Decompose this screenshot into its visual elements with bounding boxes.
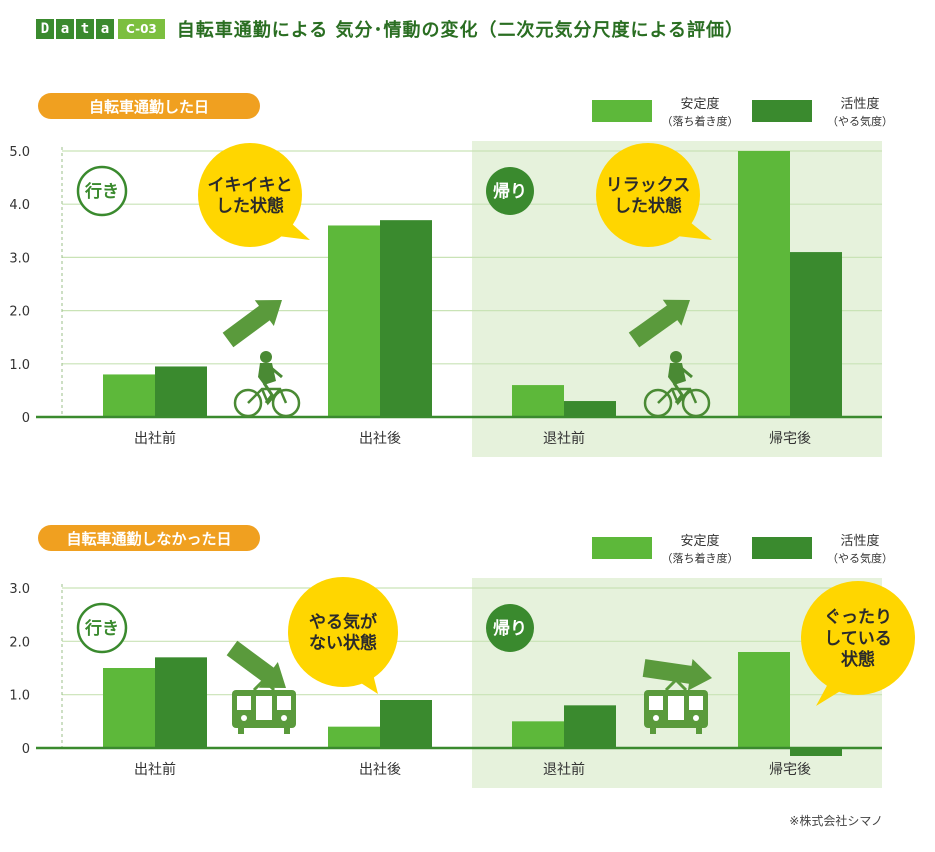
chart-title: 自転車通勤した日 xyxy=(89,98,209,116)
data-code: C-03 xyxy=(118,19,165,39)
go-badge xyxy=(76,602,128,654)
data-letter: D xyxy=(36,19,54,39)
x-tick-label: 退社前 xyxy=(543,430,585,447)
bar-安定度-出社後 xyxy=(328,726,380,748)
y-tick-label: 1.0 xyxy=(9,358,30,373)
chart-title: 自転車通勤しなかった日 xyxy=(66,530,231,548)
trend-arrow xyxy=(642,658,712,691)
speech-bubble xyxy=(596,143,700,247)
y-tick-label: 3.0 xyxy=(9,582,30,597)
bar-安定度-帰宅後 xyxy=(738,652,790,748)
bar-活性度-退社前 xyxy=(564,705,616,748)
x-tick-label: 退社前 xyxy=(543,761,585,778)
x-tick-label: 出社後 xyxy=(359,762,401,778)
legend-swatch xyxy=(752,537,812,559)
legend-label: 安定度 xyxy=(680,96,719,112)
bicycle-icon xyxy=(233,351,301,418)
y-tick-label: 5.0 xyxy=(9,145,30,160)
x-tick-label: 出社前 xyxy=(134,430,176,447)
source-note: ※株式会社シマノ xyxy=(789,814,883,828)
bubble-text: ぐったりしている状態 xyxy=(824,608,892,671)
bubble-text: やる気がない状態 xyxy=(309,611,377,653)
bar-安定度-出社前 xyxy=(103,668,155,748)
bar-活性度-出社後 xyxy=(380,700,432,748)
bubble-text: イキイキとした状態 xyxy=(208,175,293,216)
train-icon xyxy=(644,677,708,734)
speech-bubble xyxy=(198,143,302,247)
legend-sublabel: （落ち着き度） xyxy=(662,114,739,128)
return-badge xyxy=(486,167,534,215)
chart-1: 0 1.0 2.0 3.0 4.0 5.0 出社前 出社後 退社前 帰宅後 自転車通勤した日 安定度 （… xyxy=(9,93,893,457)
legend-sublabel: （やる気度） xyxy=(827,551,893,565)
chart-2: 0 1.0 2.0 3.0 出社前 出社後 退社前 帰宅後 自転車通勤しなかった日 安定度 （落ち着… xyxy=(9,525,915,788)
chart-title-pill xyxy=(38,93,260,119)
return-label: 帰り xyxy=(493,619,527,639)
bar-安定度-出社後 xyxy=(328,225,380,417)
header: D a t a C-03 自転車通勤による 気分･情動の変化（二次元気分尺度によ… xyxy=(36,16,744,42)
x-tick-label: 出社後 xyxy=(359,431,401,447)
legend-swatch xyxy=(752,100,812,122)
bar-活性度-帰宅後 xyxy=(790,252,842,417)
y-tick-label: 0 xyxy=(22,742,30,757)
x-tick-label: 帰宅後 xyxy=(769,430,811,447)
legend-label: 活性度 xyxy=(840,96,879,112)
bar-活性度-出社前 xyxy=(155,366,207,417)
y-tick-label: 3.0 xyxy=(9,251,30,266)
chart-title-pill xyxy=(38,525,260,551)
data-letter: a xyxy=(96,19,114,39)
trend-arrow xyxy=(226,640,286,688)
data-letter: t xyxy=(76,19,94,39)
y-tick-label: 2.0 xyxy=(9,635,30,650)
page-title: 自転車通勤による 気分･情動の変化（二次元気分尺度による評価） xyxy=(176,20,744,41)
data-badge: D a t a xyxy=(36,19,116,39)
legend-swatch xyxy=(592,537,652,559)
data-letter: a xyxy=(56,19,74,39)
x-tick-label: 帰宅後 xyxy=(769,761,811,778)
go-label: 行き xyxy=(84,618,119,639)
legend-label: 活性度 xyxy=(840,533,879,549)
bar-安定度-退社前 xyxy=(512,721,564,748)
go-label: 行き xyxy=(84,181,119,202)
trend-arrow xyxy=(628,299,690,348)
legend-swatch xyxy=(592,100,652,122)
y-tick-label: 4.0 xyxy=(9,198,30,213)
legend-sublabel: （落ち着き度） xyxy=(662,551,739,565)
x-tick-label: 出社前 xyxy=(134,761,176,778)
bubble-text: リラックスした状態 xyxy=(606,175,691,216)
bar-安定度-帰宅後 xyxy=(738,151,790,417)
y-tick-label: 1.0 xyxy=(9,689,30,704)
bar-安定度-出社前 xyxy=(103,374,155,417)
bicycle-icon xyxy=(643,351,711,418)
legend-label: 安定度 xyxy=(680,533,719,549)
speech-bubble xyxy=(288,577,398,687)
go-badge xyxy=(76,165,128,217)
return-badge xyxy=(486,604,534,652)
bar-安定度-退社前 xyxy=(512,385,564,417)
bar-活性度-退社前 xyxy=(564,401,616,417)
return-label: 帰り xyxy=(493,182,527,202)
bar-活性度-出社前 xyxy=(155,657,207,748)
train-icon xyxy=(232,677,296,734)
bar-活性度-出社後 xyxy=(380,220,432,417)
bar-活性度-帰宅後 xyxy=(790,748,842,756)
legend-sublabel: （やる気度） xyxy=(827,114,893,128)
y-tick-label: 2.0 xyxy=(9,305,30,320)
y-tick-label: 0 xyxy=(22,411,30,426)
speech-bubble xyxy=(801,581,915,695)
trend-arrow xyxy=(222,300,282,348)
